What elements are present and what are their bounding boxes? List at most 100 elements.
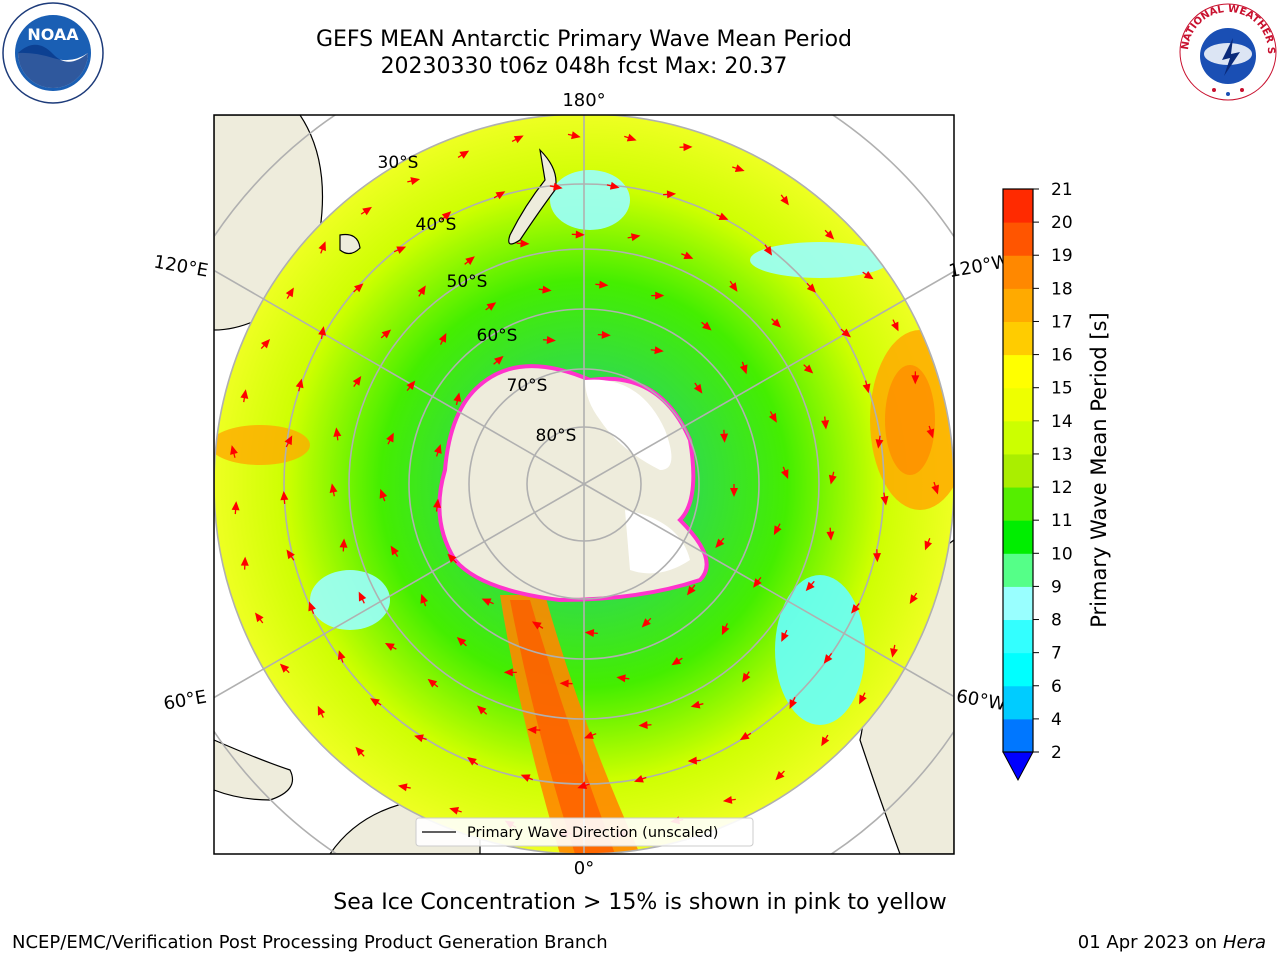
wave-arrow-head	[880, 495, 889, 506]
new-zealand	[508, 148, 557, 245]
wave-arrow-head	[329, 483, 338, 494]
wave-arrow-head	[308, 601, 316, 612]
wave-arrow-head	[527, 725, 537, 734]
lon-label-60e: 60°E	[162, 686, 208, 714]
wave-arrow-head	[863, 270, 874, 280]
wave-arrow-head	[734, 164, 745, 173]
wave-arrow-head	[286, 549, 295, 560]
date-stamp: 01 Apr 2023 on Hera	[1078, 932, 1266, 953]
wave-arrow-head	[683, 143, 693, 152]
wave-arrow-head	[599, 280, 609, 289]
host-name: Hera	[1222, 932, 1266, 953]
wave-arrow-head	[789, 699, 797, 709]
colorbar-tick-label: 19	[1051, 246, 1073, 266]
colorbar-band	[1003, 453, 1033, 488]
legend-box	[415, 817, 754, 847]
wave-arrow-head	[434, 444, 442, 454]
wave-arrow-head	[687, 756, 697, 765]
wave-arrow-head	[240, 389, 249, 399]
wave-arrow-head	[355, 746, 365, 757]
wave-arrow-head	[285, 287, 294, 298]
wave-arrow-head	[379, 488, 388, 499]
colorbar-band	[1003, 189, 1033, 223]
wave-arrow-head	[339, 538, 348, 548]
wave-arrow-head	[459, 150, 470, 159]
wave-arrow-head	[575, 230, 585, 239]
wave-arrow-head	[410, 177, 421, 185]
colorbar-tick-label: 17	[1051, 312, 1073, 332]
wave-arrow-head	[503, 668, 513, 677]
wave-arrow-head	[284, 435, 293, 446]
colorbar: 2 4 6 7 8 9 10 11 12 13 14 15 16 17 18 19 20 21 Primary W…	[1002, 180, 1111, 782]
wave-arrow-head	[715, 538, 725, 548]
wave-arrow-head	[406, 380, 416, 391]
tasmania	[339, 233, 361, 255]
lat-label-30s: 30°S	[378, 153, 419, 173]
wave-arrow-head	[449, 806, 460, 815]
lat-label-80s: 80°S	[536, 426, 577, 446]
wave-arrow-head	[739, 364, 748, 375]
wave-arrow-head	[397, 783, 408, 792]
wave-direction-arrows	[230, 131, 940, 838]
wave-arrow-head	[477, 705, 487, 715]
wave-arrow-head	[655, 291, 665, 300]
wave-arrow-head	[730, 488, 738, 497]
lon-label-180: 180°	[562, 90, 605, 111]
ice-shelf-ross	[585, 379, 672, 470]
wave-arrow-head	[486, 302, 497, 311]
colorbar-band	[1003, 255, 1033, 289]
calm-patch-4	[775, 575, 865, 725]
noaa-logo: NOAA	[2, 2, 104, 104]
wave-arrow-head	[295, 378, 304, 389]
wave-arrow-head	[494, 355, 504, 365]
wave-arrow-head	[931, 484, 940, 495]
wave-arrow-head	[859, 694, 867, 705]
wave-arrow-head	[465, 256, 475, 265]
calm-patch-1	[310, 570, 390, 630]
wave-arrow-head	[546, 336, 556, 345]
wave-arrow-head	[890, 648, 898, 658]
noaa-wave	[18, 44, 88, 88]
wave-arrow-head	[739, 731, 750, 741]
colorbar-tick-label: 2	[1051, 743, 1062, 763]
wave-arrow-head	[821, 420, 830, 430]
wave-arrow-head	[720, 433, 729, 443]
wave-arrow-head	[862, 383, 871, 394]
colorbar-band	[1003, 520, 1033, 554]
wave-arrow-head	[821, 736, 830, 747]
wave-arrow-head	[806, 283, 816, 293]
wave-arrow-head	[781, 632, 789, 642]
wave-arrow-head	[780, 195, 789, 206]
wave-arrow-head	[542, 285, 552, 294]
wave-arrow-head	[771, 318, 782, 328]
lat-label-40s: 40°S	[416, 215, 457, 235]
wave-arrow-head	[763, 245, 773, 256]
wave-arrow-head	[358, 591, 367, 602]
madagascar	[214, 739, 294, 801]
wave-arrow-head	[641, 618, 651, 628]
colorbar-label: Primary Wave Mean Period [s]	[1087, 312, 1111, 628]
colorbar-extend-arrow	[1002, 751, 1034, 782]
wave-arrow-head	[467, 757, 477, 766]
wave-arrow-head	[683, 251, 694, 259]
credit-line: NCEP/EMC/Verification Post Processing Pr…	[12, 932, 608, 953]
wave-arrow-head	[433, 498, 441, 509]
wave-arrow-head	[333, 427, 342, 437]
ice-shelf-weddell	[625, 510, 690, 574]
wave-arrow-head	[386, 432, 394, 443]
colorbar-tick-label: 21	[1051, 180, 1073, 200]
wave-arrow-head	[230, 445, 238, 455]
wave-arrow-head	[634, 775, 644, 783]
colorbar-band	[1003, 685, 1033, 720]
wave-arrow-head	[805, 581, 815, 592]
colorbar-band	[1003, 222, 1033, 256]
wave-arrow-head	[690, 700, 701, 709]
wave-arrow-head	[671, 656, 682, 666]
wave-arrow-head	[317, 705, 326, 716]
wave-arrow-head	[481, 598, 492, 606]
wave-arrow-head	[911, 375, 920, 385]
map-area	[214, 115, 954, 854]
wave-arrow-head	[318, 241, 326, 252]
wave-arrow-head	[823, 654, 833, 664]
colorbar-tick-label: 6	[1051, 677, 1062, 697]
